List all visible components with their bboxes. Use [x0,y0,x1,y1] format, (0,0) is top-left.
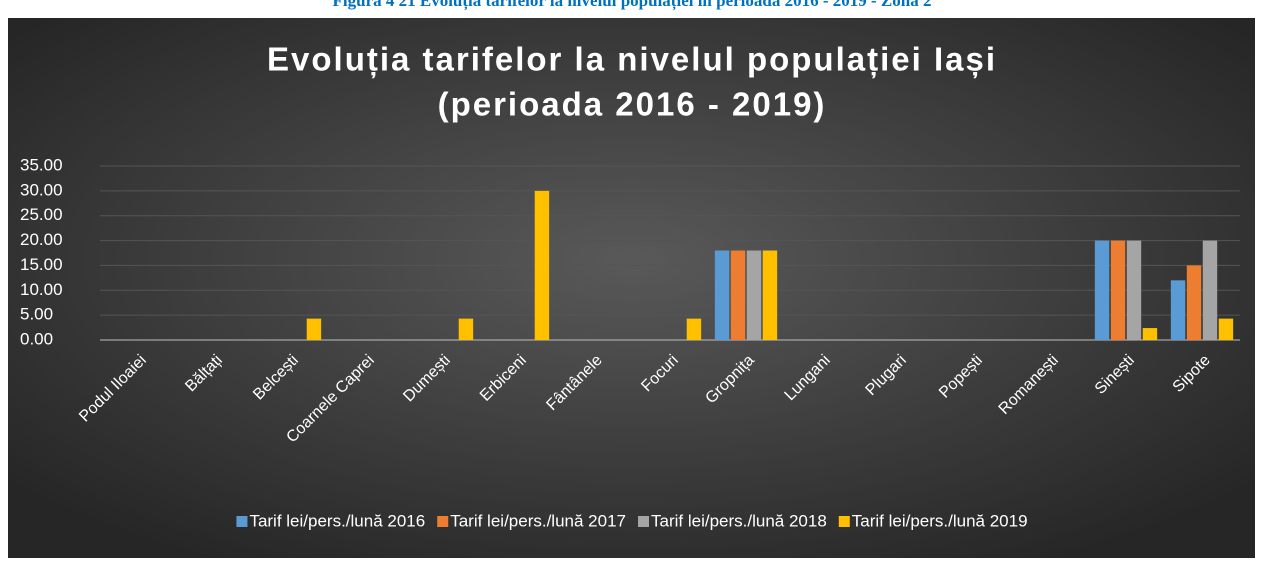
bar [534,190,550,340]
y-tick-label: 35.00 [20,155,63,174]
y-tick-label: 5.00 [20,305,53,324]
y-tick-label: 10.00 [20,280,63,299]
y-tick-label: 25.00 [20,205,63,224]
bar [1142,328,1158,340]
bar [686,318,702,340]
bar [1202,240,1218,340]
chart-title: (perioada 2016 - 2019) [438,86,827,123]
bar [1126,240,1142,340]
legend-label: Tarif lei/pers./lună 2016 [249,511,425,530]
legend-label: Tarif lei/pers./lună 2017 [450,511,626,530]
bar [1218,318,1234,340]
bar [714,250,730,340]
bar [746,250,762,340]
y-tick-label: 20.00 [20,230,63,249]
legend-swatch [437,516,449,527]
legend: Tarif lei/pers./lună 2016 Tarif lei/pers.… [236,511,1028,530]
legend-label: Tarif lei/pers./lună 2018 [651,511,827,530]
y-tick-label: 30.00 [20,180,63,199]
legend-label: Tarif lei/pers./lună 2019 [852,511,1028,530]
y-tick-label: 15.00 [20,255,63,274]
legend-swatch [838,516,850,527]
bar [1110,240,1126,340]
bar [458,318,474,340]
bar [762,250,778,340]
bar [1094,240,1110,340]
bar [306,318,322,340]
caption: Figura 4 21 Evoluția tarifelor la nivelu… [333,0,932,11]
legend-swatch [638,516,649,527]
bar [1186,265,1202,340]
bar [730,250,746,340]
y-tick-label: 0.00 [20,329,53,348]
bar [1170,280,1186,340]
chart-title: Evoluția tarifelor la nivelul populației… [267,41,997,79]
legend-swatch [236,516,248,527]
chart-area [8,18,1255,558]
